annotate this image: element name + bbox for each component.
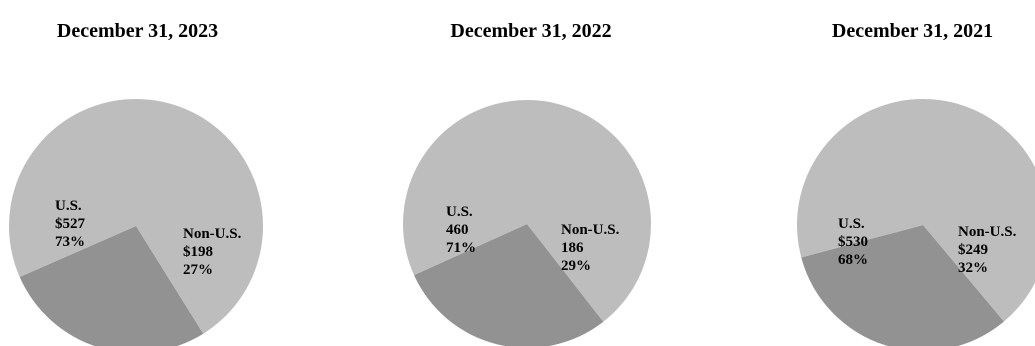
pie-chart: U.S. $527 73% Non-U.S. $198 27%	[8, 99, 263, 346]
chart-title: December 31, 2021	[831, 20, 994, 42]
data-label-non-us-percent: 29%	[561, 258, 591, 274]
data-label-non-us-percent: 27%	[183, 262, 213, 278]
data-label-non-us-value: $198	[183, 244, 213, 260]
data-label-us-value: $527	[55, 216, 86, 232]
data-label-non-us-percent: 32%	[958, 260, 988, 276]
data-label-us-value: $530	[838, 234, 868, 250]
data-label-us-name: U.S.	[55, 198, 82, 214]
data-label-non-us-name: Non-U.S.	[183, 226, 242, 242]
chart-title: December 31, 2022	[450, 20, 612, 42]
data-label-non-us-value: 186	[561, 240, 584, 256]
pie-slice-us	[797, 99, 1035, 322]
pie-chart: U.S. $530 68% Non-U.S. $249 32%	[797, 99, 1035, 346]
pie-panel-2022: December 31, 2022 U.S. 460 71% Non-U.S. 186 2…	[396, 0, 666, 346]
data-label-non-us-value: $249	[958, 242, 988, 258]
pie-panel-2023: December 31, 2023 U.S. $527 73% Non-U.S. $19…	[0, 0, 275, 346]
chart-title: December 31, 2023	[56, 20, 219, 42]
data-label-us-percent: 71%	[446, 240, 476, 256]
pie-panel-2021: December 31, 2021 U.S. $530 68% Non-U.S. $24…	[790, 0, 1035, 346]
data-label-non-us-name: Non-U.S.	[958, 224, 1017, 240]
data-label-us-name: U.S.	[446, 204, 473, 220]
data-label-us-name: U.S.	[838, 216, 865, 232]
data-label-non-us-name: Non-U.S.	[561, 222, 620, 238]
pie-slice-non-us	[19, 226, 204, 346]
data-label-us-percent: 68%	[838, 252, 868, 268]
data-label-us-value: 460	[446, 222, 469, 238]
pie-slice-non-us	[801, 225, 1004, 346]
pie-slice-non-us	[414, 224, 604, 346]
data-label-us-percent: 73%	[55, 234, 85, 250]
pie-chart: U.S. 460 71% Non-U.S. 186 29%	[403, 99, 651, 346]
pie-slice-us	[403, 99, 651, 322]
pie-slice-us	[8, 99, 263, 334]
